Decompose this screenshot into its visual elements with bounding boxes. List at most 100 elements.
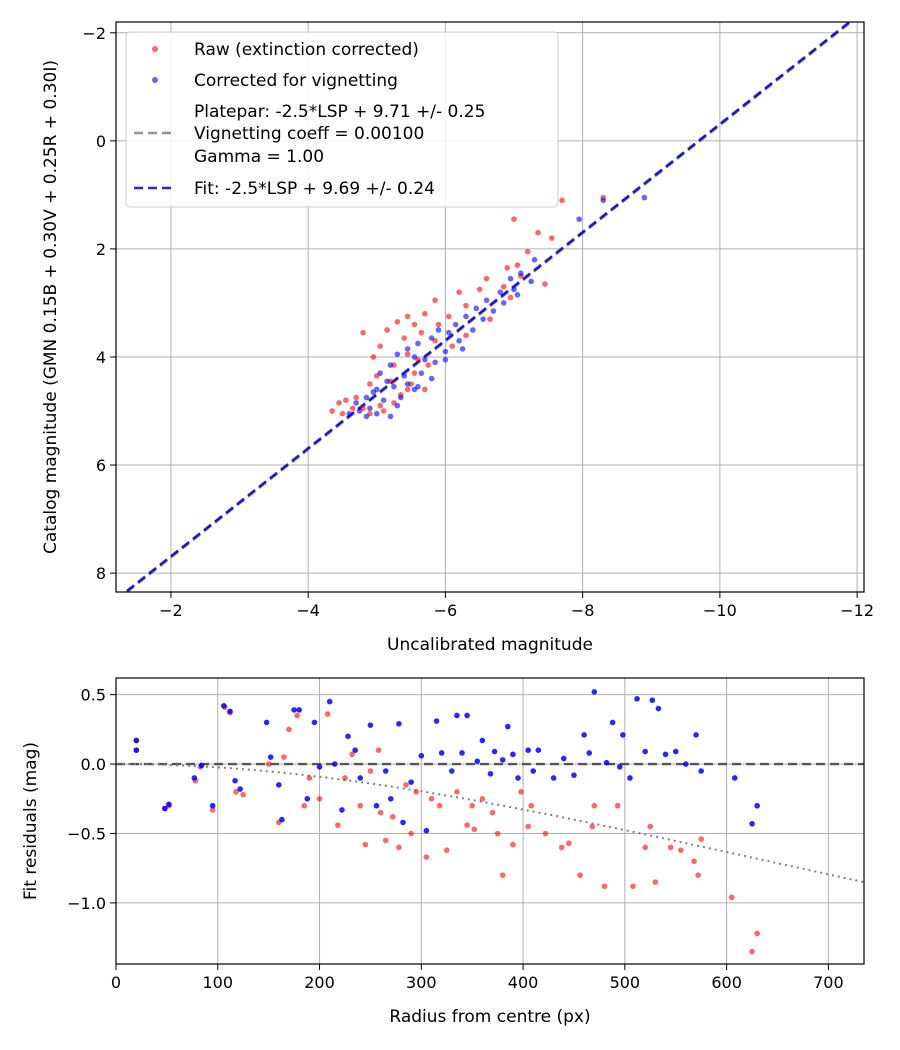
corrected-residual-point [316,764,323,770]
raw-residual-point [362,841,369,848]
corrected-residual-point [311,719,318,726]
raw-point [329,408,335,414]
bottom-scatter-points [133,689,760,955]
corrected-point [442,356,449,363]
corrected-residual-point [655,705,662,712]
raw-residual-point [754,930,760,937]
corrected-point [435,327,442,333]
corrected-residual-point [581,732,587,738]
top-y-tick-label: 8 [96,564,106,583]
legend-label: Corrected for vignetting [194,71,398,91]
raw-residual-point [494,830,501,837]
corrected-residual-point [560,755,567,762]
raw-residual-point [306,775,313,781]
corrected-residual-point [510,751,516,758]
raw-point [487,316,493,322]
bottom-x-tick-label: 0 [111,973,121,992]
raw-residual-point [316,795,323,802]
raw-point [535,229,541,236]
corrected-point [514,292,521,298]
corrected-point [442,348,449,355]
bottom-x-tick-label: 300 [406,973,437,992]
raw-point [422,310,428,317]
raw-point [524,248,531,255]
corrected-point [346,410,353,417]
bottom-x-tick-label: 400 [508,973,539,992]
corrected-residual-point [326,698,333,705]
raw-residual-point [396,844,402,851]
raw-residual-point [286,726,292,733]
raw-residual-point [728,894,735,901]
corrected-point [459,346,466,352]
corrected-residual-point [304,795,311,802]
corrected-point [500,300,507,306]
raw-residual-point [695,872,701,878]
corrected-point [446,329,452,336]
corrected-residual-point [464,712,470,719]
corrected-residual-point [698,768,704,774]
corrected-point [380,397,387,403]
corrected-point [452,321,459,328]
raw-point [422,386,428,393]
legend-frame [125,31,559,208]
top-x-tick-label: −8 [571,601,595,620]
corrected-point [404,381,411,387]
raw-point [404,386,411,393]
corrected-residual-point [672,748,679,755]
top-x-tick-label: −12 [840,601,874,620]
corrected-residual-point [731,775,738,781]
raw-residual-point [749,948,755,955]
bottom-y-axis-label: Fit residuals (mag) [21,742,41,900]
corrected-residual-point [400,819,406,826]
raw-residual-point [436,802,443,809]
corrected-residual-point [291,707,297,713]
top-x-tick-label: −4 [296,601,320,620]
corrected-residual-point [237,786,243,792]
raw-residual-point [471,826,478,833]
raw-residual-point [642,844,648,851]
bottom-x-tick-label: 100 [202,973,233,992]
raw-point [377,343,384,349]
raw-point [446,313,452,320]
corrected-residual-point [479,737,486,744]
corrected-residual-point [693,732,699,738]
corrected-residual-point [627,775,633,781]
top-chart: −2 −4 −6 −8 −10 −12 −2 0 2 4 6 8 Uncalibrated magni… [41,21,874,655]
raw-residual-point [630,883,636,890]
corrected-point [404,346,411,352]
legend-label: Platepar: -2.5*LSP + 9.71 +/- 0.25 [194,102,485,122]
legend-corrected-marker [152,77,158,83]
corrected-residual-point [474,758,481,765]
bottom-ticks: 0 100 200 300 400 500 600 700 0.5 0.0 −0.5 −1.0 [67,686,844,992]
corrected-residual-point [263,719,270,726]
bottom-chart: 0 100 200 300 400 500 600 700 0.5 0.0 −0.5 −1.0 Rad… [21,677,865,1027]
corrected-residual-point [642,748,648,755]
raw-point [380,408,387,414]
raw-residual-point [281,754,287,760]
raw-point [449,343,456,349]
corrected-point [387,362,394,368]
legend-label: Fit: -2.5*LSP + 9.69 +/- 0.24 [194,179,435,199]
corrected-point [370,389,377,395]
raw-point [411,321,418,328]
corrected-residual-point [586,750,593,756]
top-x-axis-label: Uncalibrated magnitude [387,635,593,655]
raw-residual-point [357,802,364,809]
raw-point [500,283,507,290]
corrected-residual-point [418,752,425,759]
raw-residual-point [499,872,506,878]
corrected-residual-point [382,768,389,774]
raw-point [339,410,346,417]
corrected-residual-point [162,805,168,812]
corrected-residual-point [491,748,498,755]
corrected-point [428,335,435,341]
corrected-point [377,370,384,376]
raw-point [432,297,438,304]
fit-line [123,22,852,592]
raw-residual-point [413,789,420,795]
raw-residual-point [558,844,565,851]
raw-residual-point [698,836,704,842]
raw-residual-point [335,822,341,828]
raw-point [511,216,517,223]
